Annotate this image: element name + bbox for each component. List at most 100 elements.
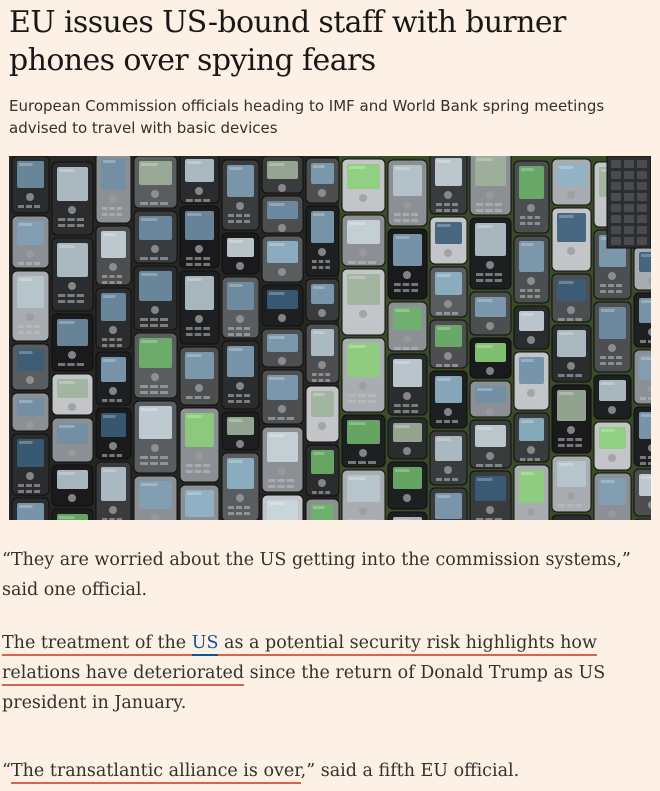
- phone-shape: [429, 487, 468, 520]
- phone-shape: [593, 421, 632, 471]
- phone-shape: [633, 292, 651, 348]
- phone-shape: [551, 207, 592, 272]
- phone-shape: [51, 161, 94, 236]
- paragraph-quote-commission-systems: “They are worried about the US getting i…: [2, 545, 654, 605]
- phone-shape: [133, 400, 178, 474]
- hero-image-old-mobile-phones: [9, 156, 651, 520]
- phone-shape: [305, 323, 340, 384]
- phone-shape: [341, 158, 386, 213]
- paragraph-alliance-over: “The transatlantic alliance is over,” sa…: [2, 756, 654, 786]
- phone-shape: [95, 156, 132, 224]
- phone-shape: [429, 430, 468, 486]
- paragraph-security-risk: The treatment of the US as a potential s…: [2, 628, 654, 718]
- phone-shape: [633, 406, 651, 467]
- phone-shape: [593, 374, 632, 420]
- phone-shape: [341, 268, 386, 336]
- phone-shape: [429, 319, 468, 369]
- phone-shape: [513, 305, 550, 350]
- phone-shape: [469, 217, 512, 290]
- phone-shape: [387, 511, 428, 520]
- phone-shape: [95, 225, 132, 286]
- phone-shape: [513, 235, 550, 304]
- phone-shape: [551, 324, 592, 383]
- phone-shape: [261, 284, 304, 327]
- phone-shape: [221, 159, 260, 231]
- phone-shape: [469, 291, 512, 336]
- phone-shape: [305, 498, 340, 520]
- phone-shape: [261, 369, 304, 425]
- phone-shape: [179, 156, 220, 204]
- phone-shape: [305, 205, 340, 277]
- link-treatment-of-the[interactable]: The treatment of the: [2, 633, 192, 656]
- phone-shape: [305, 157, 340, 204]
- paragraph-text: ,” said a fifth EU official.: [300, 761, 520, 781]
- phone-shape: [305, 278, 340, 322]
- phone-shape: [387, 301, 428, 352]
- phone-shape: [179, 270, 220, 345]
- phone-shape: [387, 417, 428, 460]
- phone-shape: [551, 514, 592, 520]
- phone-shape: [261, 426, 304, 493]
- phone-shape: [429, 266, 468, 318]
- phone-shape: [51, 464, 94, 507]
- phone-shape: [387, 353, 428, 416]
- phone-shape: [221, 340, 260, 410]
- phone-shape: [429, 216, 468, 265]
- phone-shape: [429, 156, 468, 215]
- phone-shape: [261, 328, 304, 368]
- phone-shape: [133, 265, 178, 331]
- open-quote: “: [2, 761, 11, 781]
- link-relations-deteriorated[interactable]: as a potential security risk highlights …: [2, 633, 597, 686]
- phone-shape: [341, 469, 386, 520]
- phone-shape: [179, 407, 220, 483]
- phone-shape: [341, 414, 386, 468]
- phone-shape: [633, 349, 651, 405]
- phone-shape: [633, 468, 651, 517]
- phone-shape: [133, 156, 178, 209]
- phone-shape: [305, 444, 340, 497]
- phone-shape: [51, 417, 94, 463]
- phone-shape: [95, 287, 132, 350]
- phone-shape: [11, 270, 50, 342]
- article-standfirst: European Commission officials heading to…: [9, 97, 605, 137]
- phone-shape: [551, 384, 592, 454]
- phone-shape: [179, 205, 220, 269]
- phone-shape: [387, 228, 428, 300]
- phone-shape: [341, 337, 386, 413]
- phone-shape: [11, 215, 50, 269]
- phone-shape: [221, 276, 260, 339]
- phone-shape: [469, 470, 512, 520]
- phone-shape: [593, 472, 632, 520]
- phone-shape: [513, 351, 550, 411]
- phone-shape: [179, 346, 220, 406]
- phone-shape: [11, 343, 50, 391]
- phone-shape: [387, 461, 428, 510]
- phone-shape: [51, 313, 94, 372]
- phone-shape: [179, 484, 220, 520]
- phone-shape: [11, 156, 50, 214]
- phone-shape: [469, 419, 512, 469]
- phone-shape: [221, 452, 260, 520]
- phone-shape: [95, 461, 132, 520]
- phone-shape: [635, 518, 651, 520]
- phone-shape: [95, 351, 132, 406]
- link-transatlantic-alliance-over[interactable]: The transatlantic alliance is over: [10, 761, 301, 784]
- phone-shape: [11, 497, 50, 520]
- phone-shape: [633, 246, 651, 291]
- phone-shape: [51, 508, 94, 520]
- phone-shape: [221, 411, 260, 451]
- phone-shape: [469, 380, 512, 418]
- phone-shape: [551, 158, 592, 206]
- phone-shape: [133, 210, 178, 264]
- phone-shape: [305, 385, 340, 443]
- phone-shape: [513, 160, 550, 234]
- phone-shape: [387, 159, 428, 227]
- phone-shape: [95, 407, 132, 460]
- link-us[interactable]: US: [191, 633, 219, 656]
- phone-shape: [261, 235, 304, 283]
- phone-shape: [341, 214, 386, 267]
- article-headline: EU issues US-bound staff with burner pho…: [9, 5, 566, 78]
- phone-shape: [221, 232, 260, 275]
- phone-shape: [261, 156, 304, 194]
- phone-shape: [593, 301, 632, 373]
